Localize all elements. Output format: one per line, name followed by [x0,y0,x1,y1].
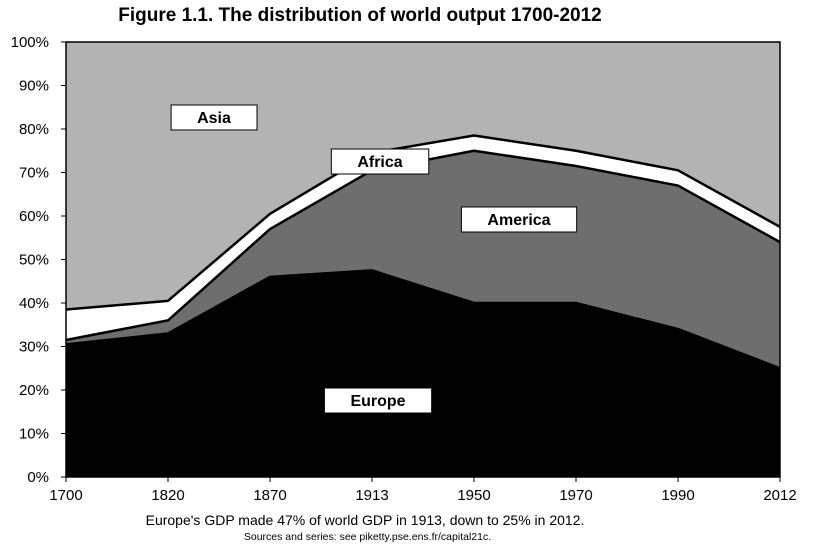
svg-text:Africa: Africa [357,154,402,171]
y-tick-label: 0% [27,469,49,486]
y-tick-label: 20% [19,382,49,399]
y-tick-label: 80% [19,121,49,138]
x-tick-label: 1913 [355,487,388,504]
y-tick-label: 70% [19,165,49,182]
svg-text:Europe: Europe [350,393,405,410]
x-tick-label: 1950 [457,487,490,504]
y-tick-label: 50% [19,252,49,269]
x-tick-label: 1820 [151,487,184,504]
chart-source-note: Sources and series: see piketty.pse.ens.… [243,531,492,543]
y-tick-label: 10% [19,426,49,443]
boundary-africa [65,134,781,311]
chart-caption: Europe's GDP made 47% of world GDP in 19… [145,512,585,528]
y-tick-label: 100% [11,34,49,51]
x-tick-label: 1970 [559,487,592,504]
y-tick-label: 60% [19,208,49,225]
series-label-europe: Europe [323,387,433,414]
series-label-africa: Africa [330,148,430,175]
area-europe [66,270,780,477]
y-tick-label: 90% [19,78,49,95]
area-africa [66,135,780,340]
series-label-asia: Asia [170,104,258,131]
x-tick-label: 2012 [763,487,796,504]
svg-text:America: America [487,212,550,229]
y-tick-label: 40% [19,295,49,312]
area-america [66,150,780,369]
chart-title: Figure 1.1. The distribution of world ou… [118,5,602,26]
svg-text:Asia: Asia [197,110,231,127]
series-label-america: America [460,206,578,233]
x-tick-label: 1870 [253,487,286,504]
x-tick-label: 1700 [49,487,82,504]
y-tick-label: 30% [19,339,49,356]
x-tick-label: 1990 [661,487,694,504]
boundary-europe [65,269,781,370]
